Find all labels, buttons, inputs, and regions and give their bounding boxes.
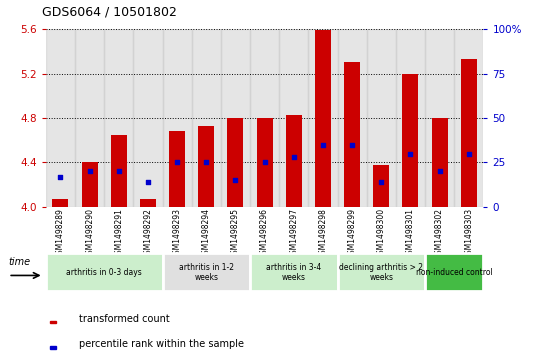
- Bar: [104, 29, 133, 207]
- Bar: [169, 131, 185, 207]
- Text: time: time: [8, 257, 30, 267]
- Point: [319, 142, 327, 148]
- Bar: [344, 62, 360, 207]
- Bar: [315, 30, 331, 207]
- Bar: [221, 29, 250, 207]
- Bar: [373, 165, 389, 207]
- Point: [406, 151, 415, 156]
- Bar: [425, 29, 454, 207]
- Bar: [198, 126, 214, 207]
- Point: [56, 174, 65, 180]
- FancyBboxPatch shape: [46, 253, 163, 291]
- Bar: [367, 29, 396, 207]
- Bar: [163, 29, 192, 207]
- Text: arthritis in 1-2
weeks: arthritis in 1-2 weeks: [179, 262, 234, 282]
- FancyBboxPatch shape: [425, 253, 483, 291]
- Point: [85, 168, 94, 174]
- Text: transformed count: transformed count: [79, 314, 170, 324]
- Bar: [52, 199, 69, 207]
- Point: [202, 159, 211, 165]
- Bar: [50, 346, 56, 349]
- Point: [231, 177, 240, 183]
- Point: [114, 168, 123, 174]
- Bar: [111, 135, 127, 207]
- Bar: [431, 118, 448, 207]
- Text: non-induced control: non-induced control: [416, 268, 492, 277]
- Text: percentile rank within the sample: percentile rank within the sample: [79, 339, 244, 349]
- FancyBboxPatch shape: [163, 253, 250, 291]
- Text: GDS6064 / 10501802: GDS6064 / 10501802: [42, 5, 177, 19]
- Point: [464, 151, 473, 156]
- Point: [289, 154, 298, 160]
- Point: [173, 159, 181, 165]
- Bar: [75, 29, 104, 207]
- Bar: [402, 73, 418, 207]
- Bar: [338, 29, 367, 207]
- Point: [377, 179, 386, 185]
- Point: [435, 168, 444, 174]
- Bar: [133, 29, 163, 207]
- Point: [144, 179, 152, 185]
- Bar: [308, 29, 338, 207]
- Bar: [461, 59, 477, 207]
- Text: arthritis in 0-3 days: arthritis in 0-3 days: [66, 268, 142, 277]
- Bar: [279, 29, 308, 207]
- Point: [348, 142, 356, 148]
- Bar: [250, 29, 279, 207]
- Bar: [46, 29, 75, 207]
- Bar: [192, 29, 221, 207]
- Bar: [227, 118, 244, 207]
- Bar: [286, 115, 302, 207]
- Bar: [82, 162, 98, 207]
- FancyBboxPatch shape: [338, 253, 425, 291]
- Bar: [396, 29, 425, 207]
- Point: [260, 159, 269, 165]
- Bar: [454, 29, 483, 207]
- FancyBboxPatch shape: [250, 253, 338, 291]
- Bar: [50, 321, 56, 323]
- Bar: [140, 199, 156, 207]
- Text: arthritis in 3-4
weeks: arthritis in 3-4 weeks: [266, 262, 321, 282]
- Text: declining arthritis > 2
weeks: declining arthritis > 2 weeks: [339, 262, 423, 282]
- Bar: [256, 118, 273, 207]
